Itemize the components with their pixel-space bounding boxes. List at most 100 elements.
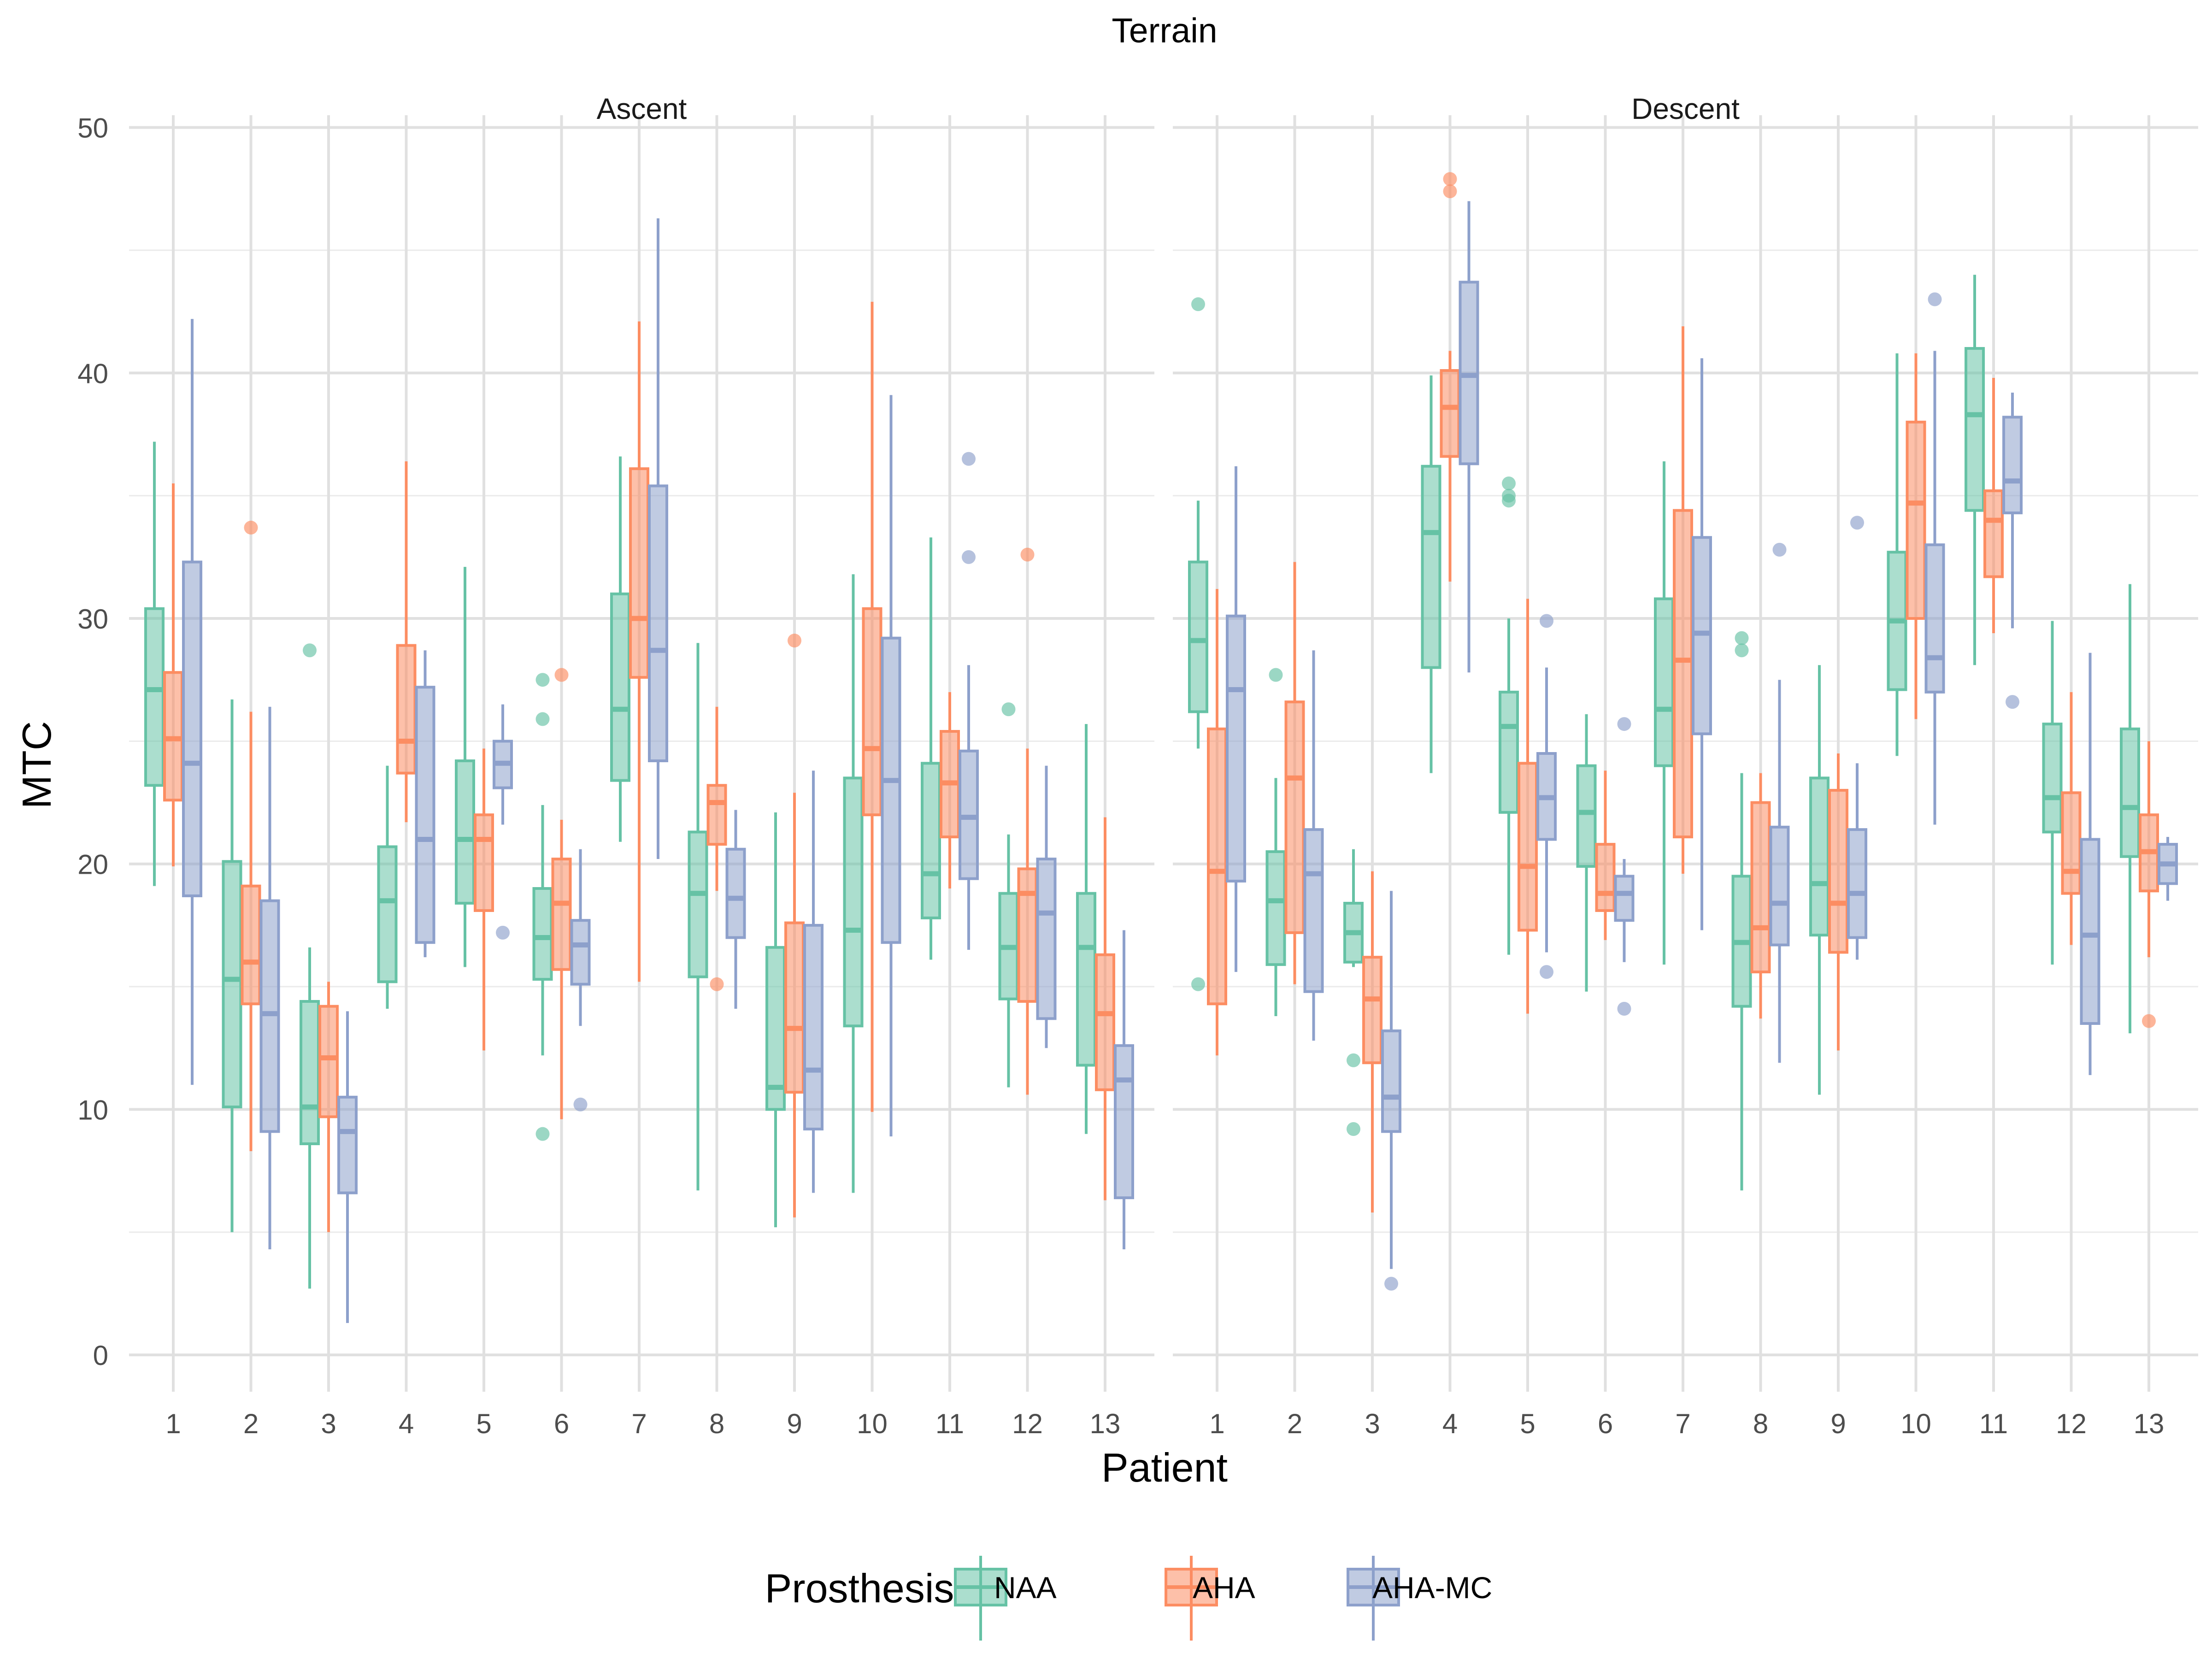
box-body: [706, 784, 727, 846]
x-tick-label: 2: [243, 1408, 259, 1439]
outlier-point: [1502, 477, 1516, 491]
box-body: [2042, 723, 2063, 834]
y-tick-label: 30: [77, 604, 108, 635]
x-tick-label: 5: [1520, 1408, 1535, 1439]
outlier-point: [788, 633, 801, 647]
box-aha-mc-11: [2002, 392, 2023, 709]
legend: Prosthesis NAA AHA AHA-MC: [765, 1556, 1492, 1641]
x-tick-label: 8: [1753, 1408, 1768, 1439]
y-axis-label: MTC: [14, 721, 59, 809]
box-aha-mc-5: [493, 704, 513, 940]
box-aha-7: [1673, 326, 1693, 874]
box-naa-13: [1076, 724, 1096, 1134]
box-aha-6: [1595, 771, 1616, 940]
x-tick-label: 10: [1900, 1408, 1931, 1439]
box-naa-10: [1887, 353, 1907, 756]
outlier-point: [496, 925, 510, 940]
box-body: [648, 484, 668, 762]
outlier-point: [1269, 668, 1283, 682]
box-aha-mc-8: [1769, 542, 1790, 1063]
box-body: [1284, 700, 1305, 934]
box-body: [144, 607, 165, 787]
box-naa-5: [1499, 477, 1519, 955]
box-aha-mc-4: [1459, 201, 1479, 673]
x-tick-label: 13: [2134, 1408, 2165, 1439]
legend-label-aha: AHA: [1193, 1571, 1255, 1605]
box-naa-3: [1343, 849, 1364, 1136]
box-aha-mc-12: [2080, 653, 2100, 1075]
outlier-point: [1191, 977, 1205, 991]
box-aha-mc-1: [1226, 466, 1246, 972]
box-body: [415, 686, 435, 944]
outlier-point: [2006, 695, 2019, 709]
box-body: [222, 860, 242, 1109]
box-aha-mc-13: [1114, 930, 1134, 1250]
x-tick-label: 7: [1675, 1408, 1690, 1439]
x-tick-label: 4: [1442, 1408, 1458, 1439]
outlier-point: [1001, 702, 1016, 717]
box-body: [1983, 489, 2004, 578]
box-body: [1769, 825, 1790, 947]
box-body: [2080, 838, 2100, 1025]
box-body: [1381, 1029, 1401, 1133]
outlier-point: [1502, 494, 1516, 508]
box-aha-6: [551, 668, 572, 1119]
box-body: [1673, 509, 1693, 839]
box-naa-2: [222, 699, 242, 1232]
outlier-point: [1347, 1053, 1360, 1067]
box-aha-8: [706, 706, 727, 991]
facet-label: Ascent: [597, 92, 687, 125]
box-naa-11: [921, 537, 941, 960]
box-naa-7: [1654, 461, 1674, 965]
legend-key-aha: [1165, 1556, 1218, 1641]
legend-label-naa: NAA: [994, 1571, 1057, 1605]
box-naa-12: [2042, 621, 2063, 965]
box-body: [1847, 828, 1867, 939]
x-tick-label: 10: [857, 1408, 888, 1439]
y-tick-label: 0: [93, 1340, 108, 1371]
box-body: [532, 887, 553, 981]
box-body: [1965, 347, 1985, 512]
x-tick-label: 1: [1209, 1408, 1224, 1439]
box-body: [765, 946, 786, 1111]
box-aha-1: [163, 483, 183, 867]
outlier-point: [1617, 1002, 1631, 1016]
box-body: [784, 921, 805, 1094]
box-aha-10: [1906, 353, 1926, 719]
box-aha-5: [1518, 599, 1538, 1014]
box-aha-mc-3: [337, 1011, 358, 1323]
box-body: [629, 467, 649, 679]
box-naa-9: [765, 812, 786, 1228]
outlier-point: [710, 977, 724, 991]
box-aha-13: [2139, 741, 2159, 1028]
legend-label-aha-mc: AHA-MC: [1372, 1571, 1492, 1605]
x-tick-label: 13: [1090, 1408, 1121, 1439]
x-tick-label: 7: [631, 1408, 647, 1439]
box-body: [300, 1000, 320, 1145]
x-tick-label: 12: [2056, 1408, 2087, 1439]
outlier-point: [1850, 516, 1864, 530]
outlier-point: [1347, 1122, 1360, 1136]
outlier-point: [1617, 717, 1631, 731]
outlier-point: [1772, 542, 1787, 557]
box-body: [570, 919, 591, 986]
box-body: [455, 759, 475, 905]
box-naa-8: [688, 643, 708, 1191]
box-aha-2: [1284, 562, 1305, 984]
box-body: [881, 636, 901, 944]
x-tick-label: 1: [165, 1408, 181, 1439]
box-aha-mc-11: [959, 452, 979, 950]
box-body: [803, 924, 824, 1131]
box-body: [725, 847, 746, 939]
outlier-point: [1443, 184, 1457, 199]
box-naa-10: [843, 574, 864, 1193]
box-body: [1362, 956, 1382, 1065]
facet-label: Descent: [1631, 92, 1740, 125]
outlier-point: [303, 643, 317, 658]
x-tick-label: 9: [1830, 1408, 1846, 1439]
box-naa-1: [1188, 297, 1208, 991]
box-naa-9: [1809, 665, 1830, 1095]
box-naa-1: [144, 441, 165, 886]
